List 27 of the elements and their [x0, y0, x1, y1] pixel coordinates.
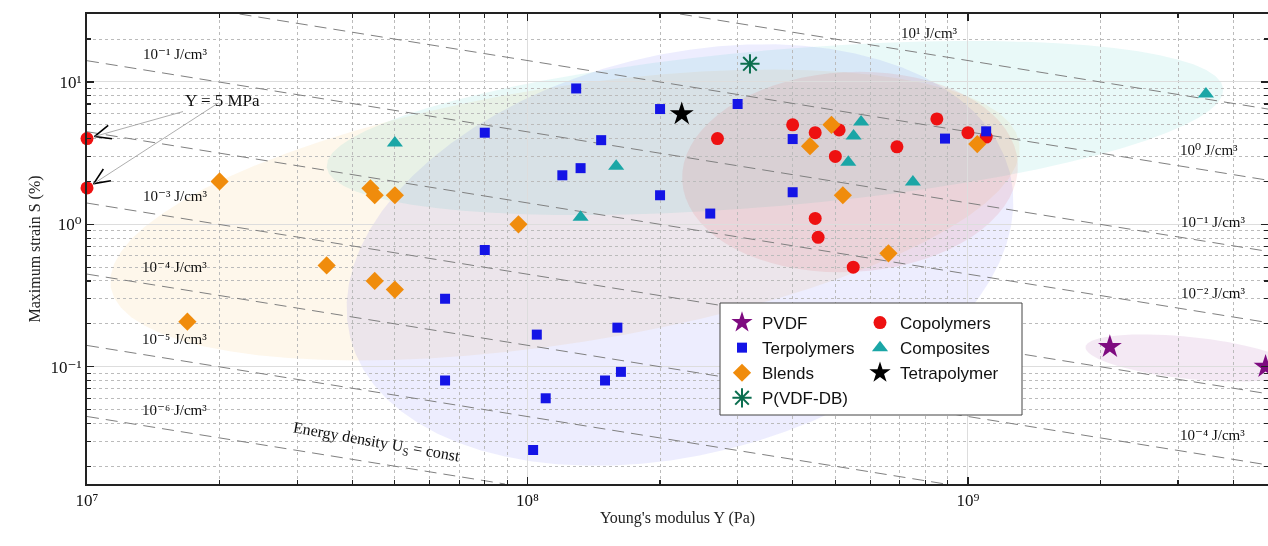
- annotation: 10⁻¹ J/cm³: [1181, 214, 1246, 230]
- annotation: 10⁻² J/cm³: [1181, 285, 1246, 301]
- annotation: 10⁻⁴ J/cm³: [1180, 427, 1246, 443]
- x-tick-label: 10⁷: [75, 491, 99, 511]
- annotation: 10⁰ J/cm³: [1180, 142, 1239, 158]
- y-tick-label: 10¹: [59, 72, 82, 92]
- legend-label: Blends: [762, 364, 814, 384]
- legend-label: PVDF: [762, 314, 808, 334]
- annotation: 10⁻⁴ J/cm³: [142, 259, 208, 275]
- legend-label: Tetrapolymer: [900, 364, 999, 384]
- annotation: 10⁻⁶ J/cm³: [142, 402, 208, 418]
- legend-label: Copolymers: [900, 314, 991, 334]
- annotation: 10⁻⁵ J/cm³: [142, 331, 208, 347]
- y-axis-title: Maximum strain S (%): [25, 175, 44, 323]
- annotation: 10⁻³ J/cm³: [143, 188, 208, 204]
- x-tick-label: 10⁹: [956, 491, 980, 511]
- legend-label: Composites: [900, 339, 990, 359]
- annotation: 10⁻¹ J/cm³: [143, 46, 208, 62]
- legend-label: P(VDF-DB): [762, 389, 848, 409]
- x-tick-label: 10⁸: [516, 491, 539, 511]
- legend-label: Terpolymers: [762, 339, 855, 359]
- y-tick-label: 10⁰: [57, 215, 82, 235]
- x-axis-title: Young's modulus Y (Pa): [599, 508, 756, 527]
- annotation: Energy density U$_{S}$ = const: [291, 418, 462, 467]
- annotation: Y = 5 MPa: [185, 91, 261, 110]
- y-tick-label: 10⁻¹: [50, 357, 82, 377]
- annotation: 10¹ J/cm³: [901, 25, 958, 41]
